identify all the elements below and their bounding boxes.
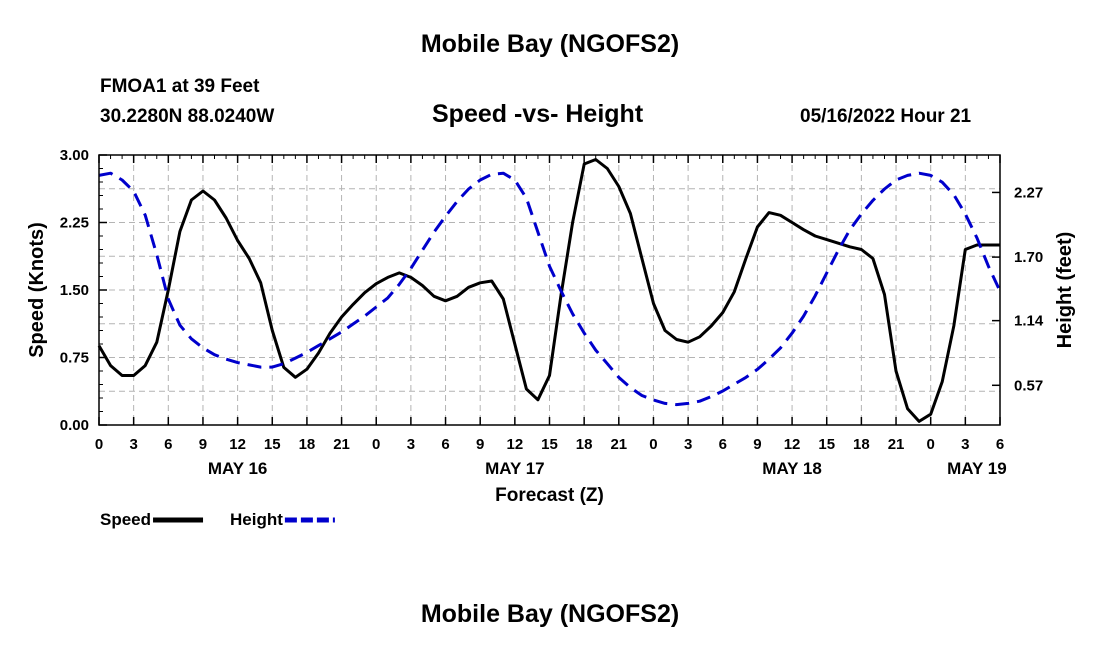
footer-title: Mobile Bay (NGOFS2)	[420, 600, 680, 628]
y-right-tick-label: 1.14	[1014, 313, 1044, 330]
x-tick-label: 18	[853, 436, 870, 453]
x-tick-label: 15	[541, 436, 558, 453]
x-tick-label: 21	[610, 436, 627, 453]
chart-subtitle: Speed -vs- Height	[432, 100, 644, 128]
x-tick-label: 3	[407, 436, 415, 453]
chart-legend: Speed Height	[100, 510, 335, 529]
x-tick-label: 0	[95, 436, 103, 453]
y-left-tick-label: 1.50	[60, 282, 89, 299]
x-tick-label: 0	[927, 436, 935, 453]
y-left-tick-label: 0.75	[60, 350, 89, 367]
x-tick-label: 6	[996, 436, 1004, 453]
x-tick-label: 9	[753, 436, 761, 453]
y-left-axis-title: Speed (Knots)	[26, 222, 48, 358]
date-label: MAY 19	[947, 459, 1007, 478]
x-tick-label: 15	[264, 436, 281, 453]
x-axis-title: Forecast (Z)	[495, 485, 604, 506]
legend-label-height: Height	[230, 510, 283, 529]
series-line-height	[98, 171, 1002, 407]
x-tick-label: 3	[129, 436, 137, 453]
y-right-tick-label: 1.70	[1014, 249, 1043, 266]
x-tick-label: 18	[299, 436, 316, 453]
x-tick-label: 0	[372, 436, 380, 453]
x-tick-label: 18	[576, 436, 593, 453]
y-right-axis-title: Height (feet)	[1054, 232, 1076, 349]
chart-grid	[99, 155, 1000, 425]
date-label: MAY 16	[208, 459, 268, 478]
series-line-speed	[97, 158, 1000, 423]
chart-main-title: Mobile Bay (NGOFS2)	[420, 30, 680, 58]
x-tick-label: 9	[476, 436, 484, 453]
y-right-tick-label: 0.57	[1014, 377, 1043, 394]
x-tick-label: 3	[684, 436, 692, 453]
x-tick-label: 15	[818, 436, 835, 453]
chart-series	[97, 158, 1002, 423]
x-tick-label: 12	[784, 436, 801, 453]
y-right-tick-label: 2.27	[1014, 184, 1043, 201]
station-name: FMOA1 at 39 Feet	[100, 76, 260, 97]
forecast-datetime: 05/16/2022 Hour 21	[800, 106, 972, 127]
x-tick-label: 12	[229, 436, 246, 453]
x-tick-label: 3	[961, 436, 969, 453]
y-left-tick-label: 2.25	[60, 215, 89, 232]
station-coordinates: 30.2280N 88.0240W	[100, 106, 275, 127]
y-left-tick-label: 3.00	[60, 147, 89, 164]
x-tick-label: 6	[164, 436, 172, 453]
date-label: MAY 17	[485, 459, 545, 478]
chart-axes: 0 3 6 9 12 15 18 21 0 3 6 9 12 15 18 21 0 3 6 9 12 15 18 21 0 3 6 M…	[26, 147, 1076, 506]
x-tick-label: 21	[888, 436, 905, 453]
x-tick-label: 12	[507, 436, 524, 453]
x-tick-label: 6	[441, 436, 449, 453]
x-tick-label: 9	[199, 436, 207, 453]
date-label: MAY 18	[762, 459, 822, 478]
legend-label-speed: Speed	[100, 510, 151, 529]
y-left-tick-label: 0.00	[60, 417, 89, 434]
x-tick-label: 21	[333, 436, 350, 453]
x-tick-label: 6	[719, 436, 727, 453]
x-tick-label: 0	[649, 436, 657, 453]
